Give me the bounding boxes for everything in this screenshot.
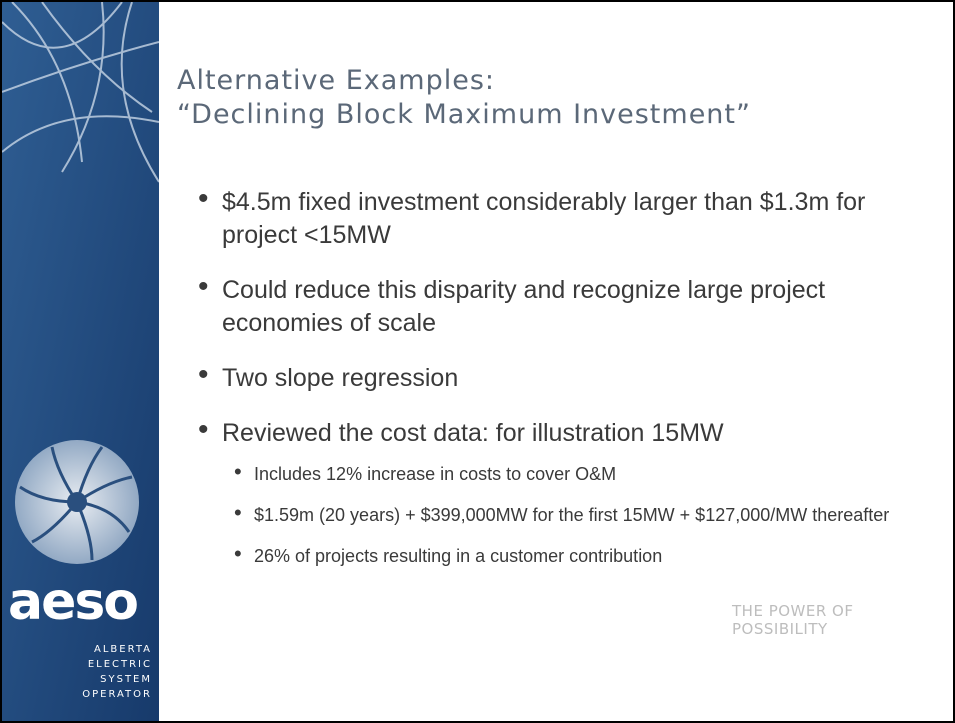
logo-subtitle-line: SYSTEM [2, 672, 152, 687]
title-line: Alternative Examples: [177, 64, 751, 98]
slide: aeso ALBERTAELECTRICSYSTEMOPERATOR Alter… [0, 0, 955, 723]
logo-name: aeso [8, 572, 137, 632]
bullet-text: $4.5m fixed investment considerably larg… [222, 188, 865, 249]
footer: THE POWER OF POSSIBILITY [732, 602, 953, 638]
logo-subtitle-line: ELECTRIC [2, 657, 152, 672]
sub-bullet: Includes 12% increase in costs to cover … [234, 462, 955, 487]
bullet: $4.5m fixed investment considerably larg… [198, 186, 938, 252]
page: aeso ALBERTAELECTRICSYSTEMOPERATOR Alter… [0, 0, 955, 723]
logo-subtitle-line: ALBERTA [2, 642, 152, 657]
bullet-text: Reviewed the cost data: for illustration… [222, 419, 724, 447]
bullet-text: Could reduce this disparity and recogniz… [222, 276, 825, 337]
bullet-text: Two slope regression [222, 364, 458, 392]
slide-title: Alternative Examples:“Declining Block Ma… [177, 64, 751, 132]
sub-list: Includes 12% increase in costs to cover … [222, 462, 955, 569]
bullet: Two slope regression [198, 362, 938, 395]
logo-subtitle-line: OPERATOR [2, 687, 152, 702]
sub-bullet: $1.59m (20 years) + $399,000MW for the f… [234, 503, 955, 528]
title-line: “Declining Block Maximum Investment” [177, 98, 751, 132]
bullet-list: $4.5m fixed investment considerably larg… [198, 186, 938, 591]
bullet: Reviewed the cost data: for illustration… [198, 417, 938, 569]
bullet: Could reduce this disparity and recogniz… [198, 274, 938, 340]
sub-bullet: 26% of projects resulting in a customer … [234, 544, 955, 569]
